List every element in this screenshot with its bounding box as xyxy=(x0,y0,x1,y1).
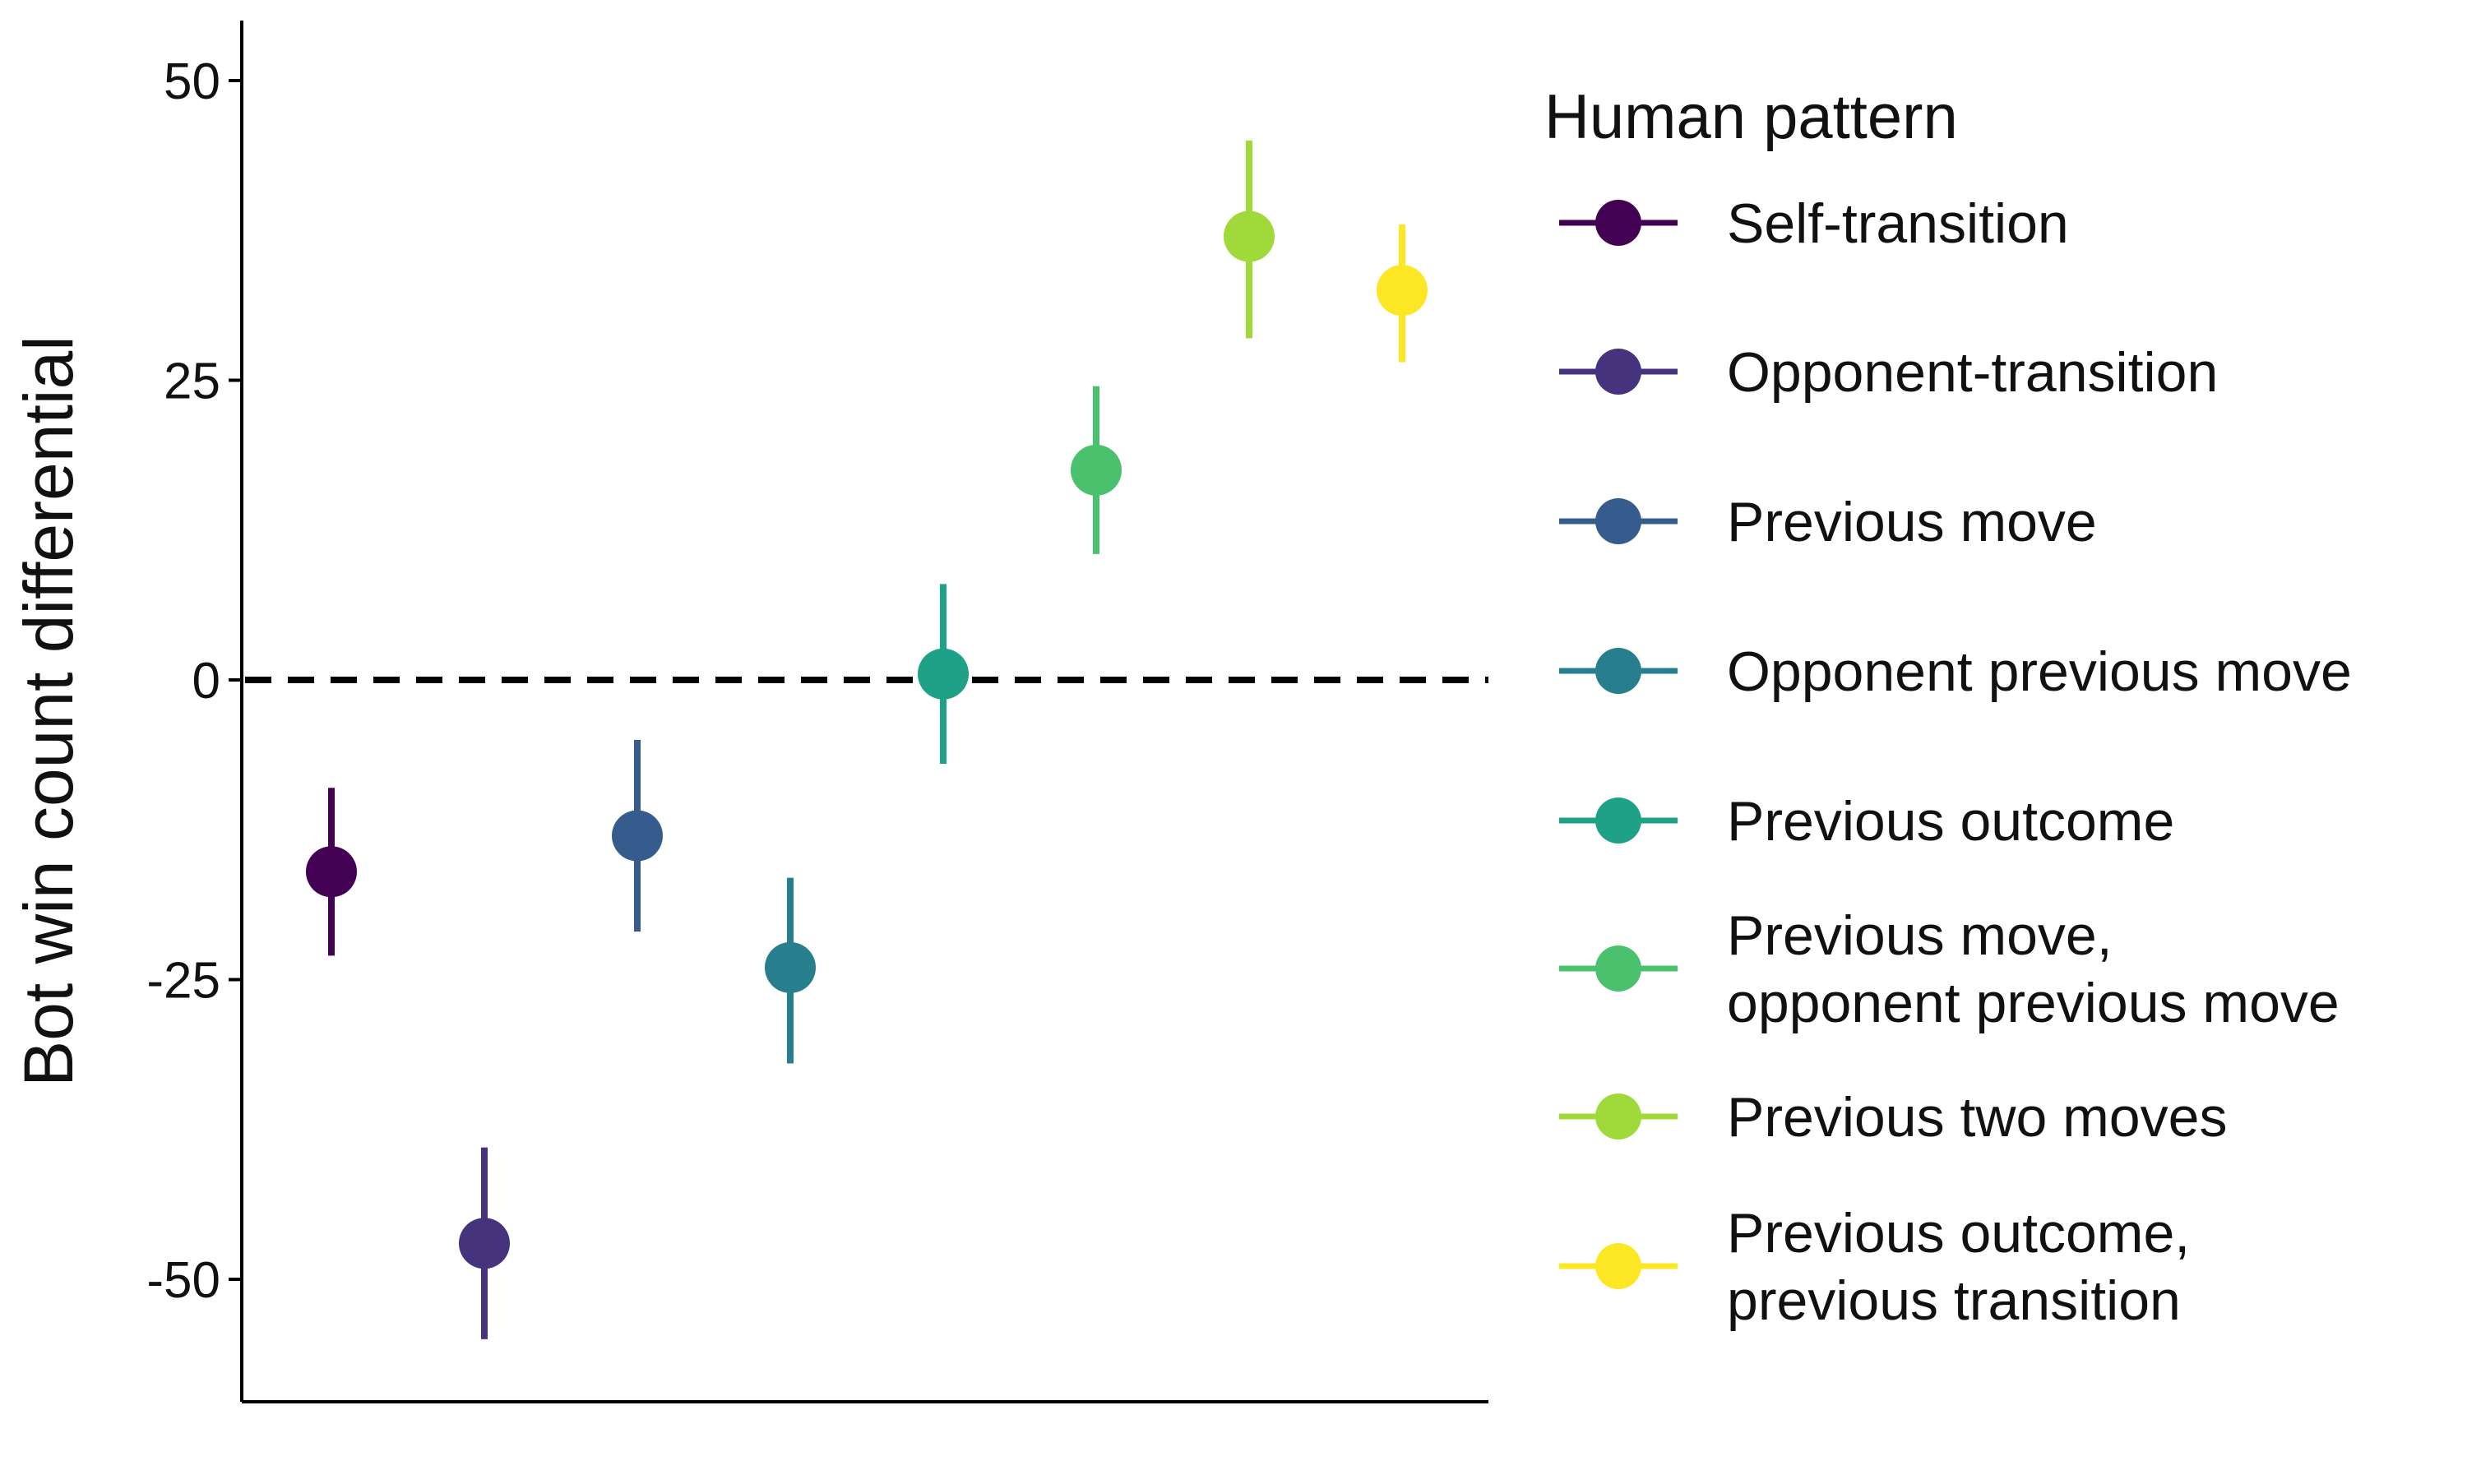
data-point xyxy=(1377,265,1428,317)
data-point xyxy=(918,648,969,700)
legend-label: Self-transition xyxy=(1727,192,2069,255)
legend-layer: Human pattern Self-transition Opponent-tra… xyxy=(1544,82,2352,1332)
legend-label: Previous outcome xyxy=(1727,790,2174,853)
legend-key-point xyxy=(1595,349,1641,395)
data-point xyxy=(1071,444,1122,496)
axes-layer: 50 25 0 -25 -50 Bot win count differential xyxy=(10,21,1488,1403)
legend-label: Previous two moves xyxy=(1727,1086,2227,1149)
legend-label: Opponent previous move xyxy=(1727,640,2352,703)
y-tick-label: 50 xyxy=(164,53,220,110)
legend-key-point xyxy=(1595,945,1641,992)
data-point xyxy=(459,1218,510,1269)
legend-label: Previous move xyxy=(1727,491,2097,553)
data-point xyxy=(306,846,357,898)
legend-key-point xyxy=(1595,1093,1641,1140)
marks-layer xyxy=(245,140,1488,1339)
y-axis-title: Bot win count differential xyxy=(10,335,87,1087)
legend-label: previous transition xyxy=(1727,1269,2181,1332)
legend-title: Human pattern xyxy=(1544,82,1958,152)
legend-key-point xyxy=(1595,648,1641,694)
legend-label: opponent previous move xyxy=(1727,972,2340,1034)
legend-label: Previous outcome, xyxy=(1727,1202,2190,1264)
y-tick-label: 0 xyxy=(192,653,220,710)
legend-key-point xyxy=(1595,498,1641,544)
y-tick-label: 25 xyxy=(164,354,220,410)
legend-key-point xyxy=(1595,200,1641,246)
legend-key-point xyxy=(1595,1243,1641,1289)
y-tick-label: -25 xyxy=(146,953,220,1010)
data-point xyxy=(765,941,816,993)
data-point xyxy=(612,810,663,862)
data-point xyxy=(1224,210,1275,262)
legend-key-point xyxy=(1595,797,1641,844)
legend-label: Previous move, xyxy=(1727,904,2113,967)
legend-label: Opponent-transition xyxy=(1727,341,2218,404)
y-tick-label: -50 xyxy=(146,1252,220,1309)
